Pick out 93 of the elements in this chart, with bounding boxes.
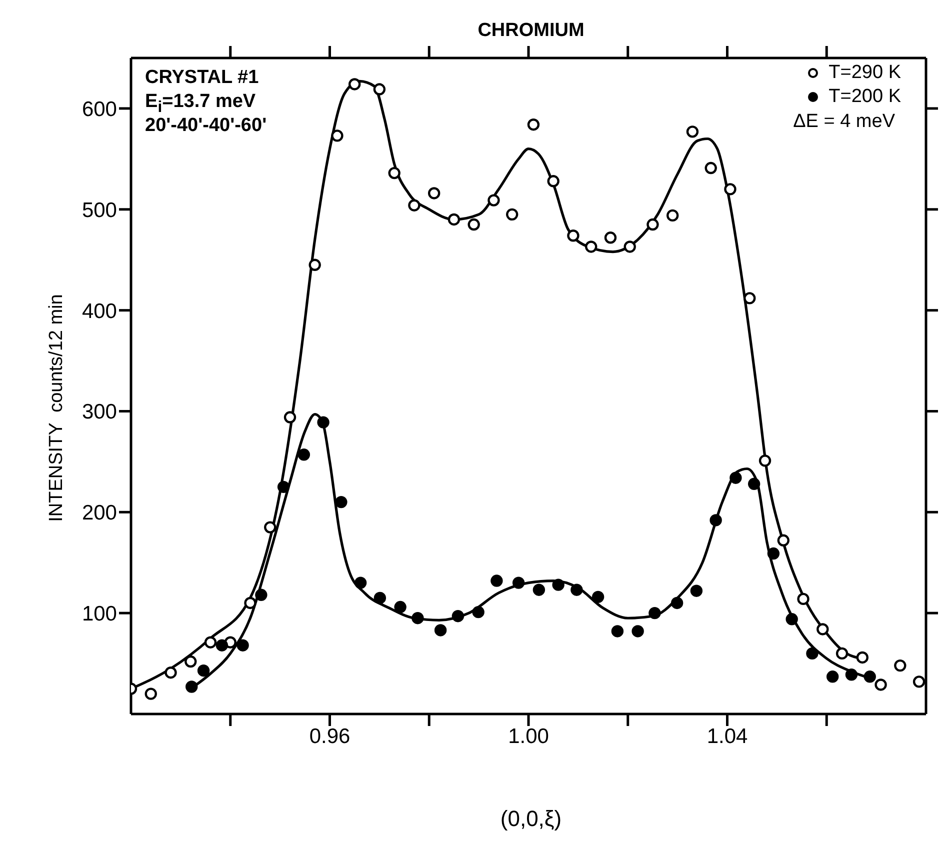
point bbox=[724, 183, 736, 196]
point bbox=[648, 606, 661, 620]
point bbox=[777, 534, 790, 547]
point bbox=[394, 600, 406, 614]
point bbox=[298, 448, 310, 461]
point bbox=[512, 576, 525, 589]
x-axis-title: (0,0,ξ) bbox=[499, 806, 563, 832]
point bbox=[374, 592, 386, 604]
point bbox=[670, 596, 684, 610]
point bbox=[730, 472, 742, 484]
annotation: ΔE = 4 meV bbox=[793, 111, 895, 133]
point bbox=[611, 625, 624, 638]
point bbox=[748, 478, 760, 490]
point bbox=[604, 232, 617, 244]
point bbox=[624, 240, 636, 253]
point bbox=[197, 664, 210, 677]
point bbox=[912, 676, 926, 688]
point bbox=[164, 666, 177, 679]
point bbox=[552, 578, 564, 591]
point bbox=[744, 292, 756, 304]
point bbox=[506, 208, 518, 221]
point bbox=[874, 678, 887, 691]
legend-label: T=290 K bbox=[828, 61, 901, 85]
point bbox=[527, 118, 540, 131]
point bbox=[264, 521, 276, 534]
point bbox=[894, 659, 906, 672]
point bbox=[646, 218, 659, 231]
point bbox=[354, 576, 367, 589]
point bbox=[547, 175, 560, 188]
point bbox=[373, 83, 386, 96]
point bbox=[448, 213, 460, 226]
point bbox=[236, 639, 249, 652]
legend-label: T=200 K bbox=[828, 85, 901, 109]
point bbox=[428, 187, 440, 200]
point bbox=[284, 411, 296, 424]
point bbox=[666, 209, 679, 222]
point bbox=[690, 584, 703, 597]
annotation: E$_{i}$=13.7 meV bbox=[145, 91, 256, 117]
point bbox=[592, 590, 604, 604]
y-tick-label: 300 bbox=[82, 400, 117, 424]
annotation: CRYSTAL #1 bbox=[145, 67, 259, 89]
y-tick-label: 100 bbox=[82, 602, 117, 626]
annotation: 20'-40'-40'-60' bbox=[145, 115, 267, 137]
point bbox=[335, 496, 348, 508]
point bbox=[632, 625, 644, 638]
point bbox=[388, 166, 400, 180]
point bbox=[434, 624, 447, 636]
y-tick-label: 400 bbox=[82, 300, 117, 323]
point bbox=[570, 584, 583, 596]
point bbox=[216, 639, 228, 652]
point bbox=[686, 126, 699, 138]
point bbox=[348, 78, 361, 90]
point bbox=[836, 647, 848, 660]
point bbox=[468, 218, 480, 231]
point bbox=[532, 584, 546, 596]
point bbox=[184, 655, 197, 668]
point bbox=[585, 240, 598, 253]
point bbox=[856, 651, 868, 664]
point bbox=[488, 194, 500, 206]
point bbox=[412, 612, 424, 624]
point bbox=[255, 588, 268, 602]
point bbox=[797, 592, 810, 606]
y-tick-label: 600 bbox=[82, 98, 117, 121]
point bbox=[786, 613, 798, 626]
point bbox=[845, 668, 858, 681]
y-tick-label: 200 bbox=[82, 502, 117, 525]
point bbox=[244, 596, 256, 610]
point bbox=[806, 647, 818, 660]
point bbox=[186, 680, 198, 693]
point bbox=[308, 258, 321, 271]
point bbox=[452, 610, 464, 622]
point bbox=[144, 688, 157, 700]
point bbox=[767, 547, 780, 560]
x-tick-label: 1.00 bbox=[508, 724, 549, 748]
point bbox=[277, 480, 290, 494]
point bbox=[408, 199, 420, 212]
x-tick-label: 0.96 bbox=[309, 724, 350, 748]
y-axis-title: INTENSITY counts/12 min bbox=[46, 294, 68, 522]
point bbox=[331, 130, 344, 142]
point bbox=[204, 636, 217, 648]
point bbox=[317, 416, 330, 428]
point bbox=[472, 606, 484, 618]
chart-title: CHROMIUM bbox=[476, 20, 586, 42]
point bbox=[704, 162, 717, 174]
x-tick-label: 1.04 bbox=[706, 724, 748, 748]
point bbox=[826, 670, 839, 683]
point bbox=[816, 623, 829, 636]
point bbox=[490, 574, 503, 587]
y-tick-label: 500 bbox=[82, 198, 117, 222]
point bbox=[710, 514, 722, 526]
point bbox=[567, 230, 580, 242]
point bbox=[758, 454, 772, 467]
point bbox=[864, 670, 876, 683]
